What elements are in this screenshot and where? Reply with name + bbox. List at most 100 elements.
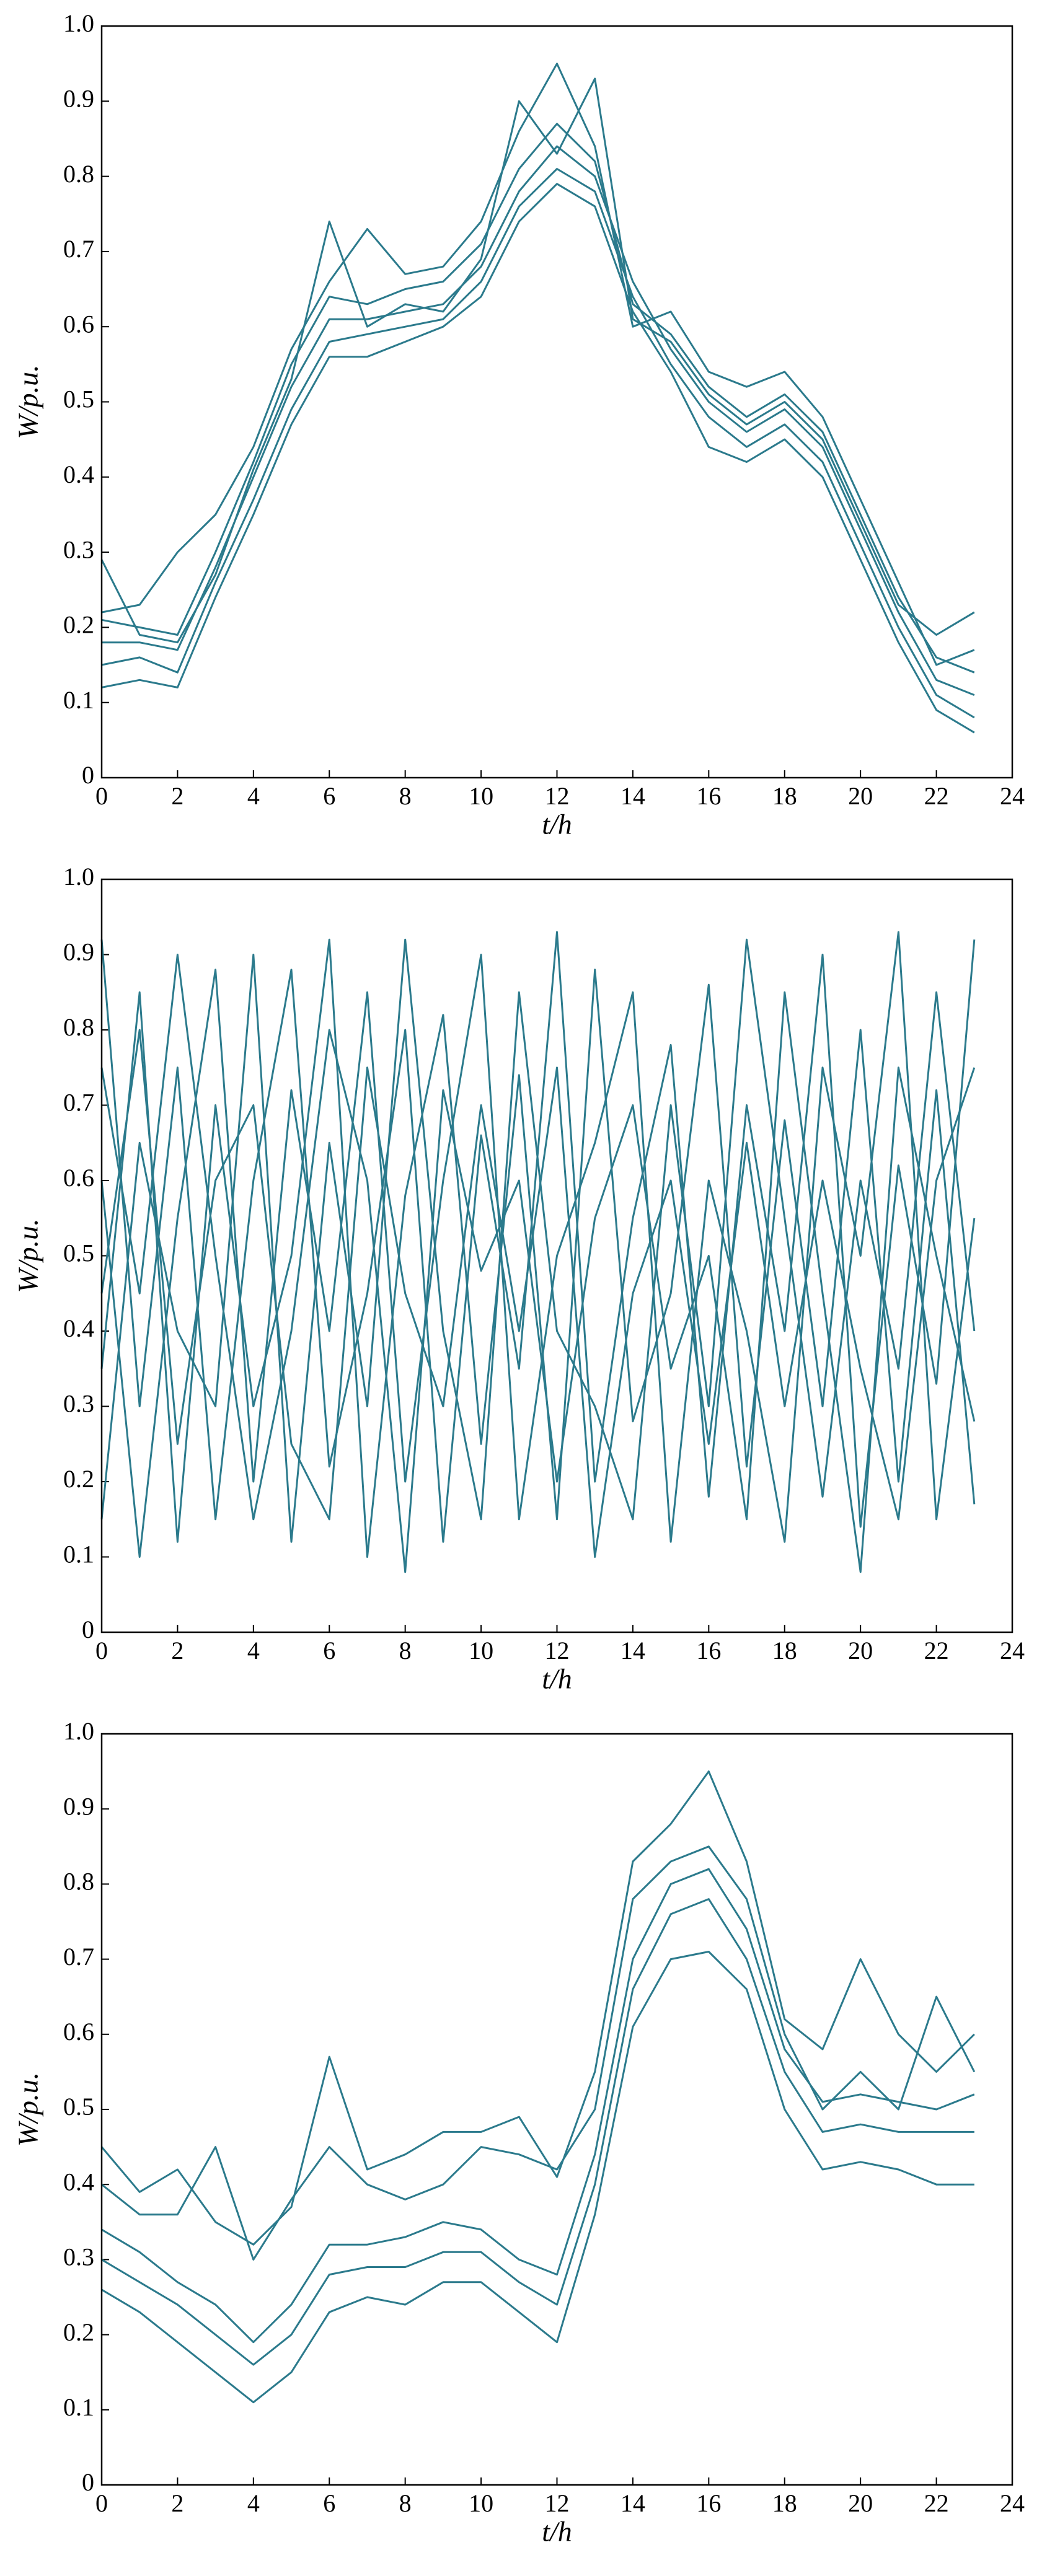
y-tick-label: 0.5 — [63, 1239, 94, 1267]
series-line — [100, 77, 975, 644]
plot-frame — [100, 878, 1014, 1633]
plot-frame — [100, 25, 1014, 779]
x-tick-label: 4 — [247, 782, 260, 810]
y-tick-label: 0.4 — [63, 460, 94, 488]
y-tick-label: 0.1 — [63, 686, 94, 714]
x-tick-label: 0 — [95, 782, 108, 810]
x-tick-label: 10 — [469, 2489, 493, 2517]
x-tick-label: 14 — [621, 782, 645, 810]
y-tick-label: 0 — [82, 1615, 94, 1643]
series-line — [101, 1951, 974, 2404]
y-tick-label: 0.4 — [63, 1314, 94, 1342]
x-tick-label: 10 — [469, 782, 493, 810]
series-line — [101, 63, 975, 666]
x-tick-label: 0 — [95, 1637, 108, 1664]
series-line — [100, 1770, 975, 2246]
y-tick-label: 0.5 — [63, 385, 94, 413]
x-tick-label: 6 — [323, 2489, 335, 2517]
y-tick-label: 0.9 — [63, 1792, 94, 1820]
series-line — [100, 938, 976, 1558]
x-tick-label: 24 — [1000, 782, 1025, 810]
x-tick-label: 4 — [247, 2489, 260, 2517]
x-tick-label: 16 — [696, 782, 721, 810]
x-tick-label: 6 — [323, 1637, 335, 1664]
y-axis-label: W/p.u. — [12, 364, 44, 439]
series-line — [101, 183, 975, 734]
y-tick-label: 0.8 — [63, 1013, 94, 1041]
x-axis-label: t/h — [542, 1663, 572, 1695]
y-tick-label: 0.3 — [63, 1390, 94, 1418]
x-tick-label: 2 — [171, 782, 183, 810]
x-tick-label: 22 — [924, 1637, 949, 1664]
x-axis-label: t/h — [542, 809, 572, 840]
y-tick-label: 0.5 — [63, 2093, 94, 2121]
y-tick-label: 0.2 — [63, 611, 94, 639]
y-tick-label: 0 — [82, 761, 94, 789]
series-line — [100, 1029, 976, 1558]
y-tick-label: 1.0 — [63, 1717, 94, 1745]
series-line — [100, 931, 976, 1543]
x-tick-label: 12 — [545, 2489, 570, 2517]
y-tick-label: 0.3 — [63, 2243, 94, 2271]
y-tick-label: 0.7 — [63, 1089, 94, 1117]
y-tick-label: 0.8 — [63, 160, 94, 188]
y-tick-label: 0.4 — [63, 2168, 94, 2196]
series-line — [101, 168, 975, 719]
y-tick-label: 0.9 — [63, 938, 94, 966]
y-tick-label: 0.6 — [63, 2018, 94, 2046]
y-tick-label: 0.2 — [63, 2318, 94, 2346]
x-tick-label: 6 — [323, 782, 335, 810]
x-tick-label: 20 — [848, 2489, 873, 2517]
series-line — [100, 954, 976, 1573]
y-axis-label: W/p.u. — [12, 2072, 44, 2147]
x-tick-label: 10 — [469, 1637, 493, 1664]
y-tick-label: 0.1 — [63, 2393, 94, 2421]
x-tick-label: 18 — [772, 2489, 797, 2517]
series-line — [101, 123, 975, 674]
x-tick-label: 12 — [545, 1637, 570, 1664]
x-tick-label: 16 — [696, 1637, 721, 1664]
y-tick-label: 0.3 — [63, 535, 94, 563]
y-tick-label: 0.1 — [63, 1541, 94, 1568]
x-tick-label: 20 — [848, 1637, 873, 1664]
y-tick-label: 1.0 — [63, 863, 94, 890]
x-tick-label: 24 — [1000, 1637, 1025, 1664]
x-tick-label: 8 — [399, 2489, 412, 2517]
x-tick-label: 0 — [95, 2489, 108, 2517]
x-tick-label: 20 — [848, 782, 873, 810]
y-tick-label: 0.7 — [63, 1943, 94, 1971]
y-tick-label: 0.6 — [63, 1164, 94, 1192]
y-tick-label: 0.6 — [63, 310, 94, 338]
x-tick-label: 14 — [621, 2489, 645, 2517]
x-tick-label: 22 — [924, 782, 949, 810]
x-axis-label: t/h — [542, 2516, 572, 2547]
x-tick-label: 18 — [772, 1637, 797, 1664]
series-line — [100, 938, 976, 1543]
x-tick-label: 16 — [696, 2489, 721, 2517]
y-tick-label: 0.8 — [63, 1868, 94, 1896]
x-tick-label: 12 — [545, 782, 570, 810]
series-line — [101, 1845, 976, 2261]
y-tick-label: 0 — [82, 2468, 94, 2496]
series-line — [100, 931, 976, 1558]
x-tick-label: 18 — [772, 782, 797, 810]
series-line — [102, 145, 975, 696]
x-tick-label: 24 — [1000, 2489, 1025, 2517]
series-line — [101, 1898, 974, 2366]
y-tick-label: 0.2 — [63, 1465, 94, 1493]
x-tick-label: 4 — [247, 1637, 260, 1664]
series-line — [101, 1868, 975, 2344]
x-tick-label: 14 — [621, 1637, 645, 1664]
y-tick-label: 0.9 — [63, 84, 94, 112]
x-tick-label: 2 — [171, 2489, 183, 2517]
y-axis-label: W/p.u. — [12, 1218, 44, 1293]
plot-frame — [100, 1733, 1014, 2486]
y-tick-label: 1.0 — [63, 9, 94, 37]
x-tick-label: 2 — [171, 1637, 183, 1664]
x-tick-label: 8 — [399, 782, 412, 810]
x-tick-label: 22 — [924, 2489, 949, 2517]
x-tick-label: 8 — [399, 1637, 412, 1664]
y-tick-label: 0.7 — [63, 235, 94, 263]
